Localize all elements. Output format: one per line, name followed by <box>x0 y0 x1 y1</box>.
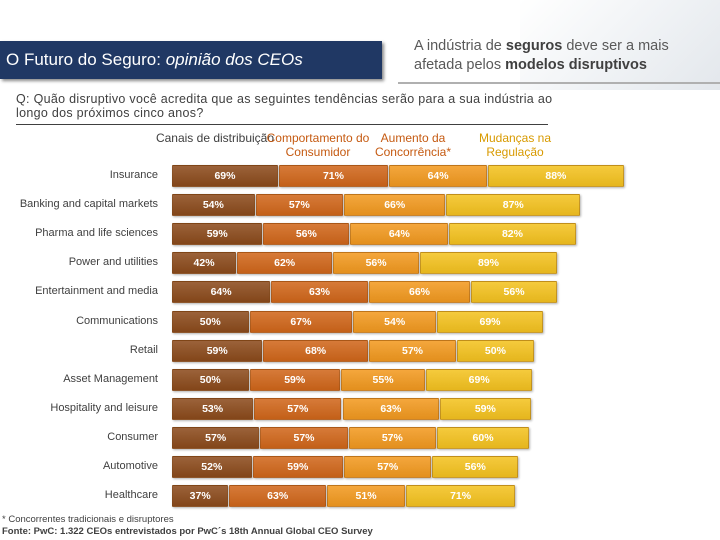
row-label: Banking and capital markets <box>19 198 158 211</box>
bar-segment: 66% <box>368 281 471 304</box>
bar-segment: 59% <box>172 223 263 246</box>
bar-segment: 69% <box>437 310 543 333</box>
bar-segment: 71% <box>278 165 388 187</box>
bar-segment: 53% <box>172 397 254 420</box>
page-title-italic: opinião dos CEOs <box>165 50 303 69</box>
row-label: Insurance <box>109 169 158 181</box>
bar-segment: 71% <box>406 485 516 508</box>
bar-segment: 69% <box>172 165 278 187</box>
bar-segment: 89% <box>420 252 557 275</box>
bar-segment: 68% <box>263 339 368 362</box>
bar-segment: 64% <box>172 281 271 304</box>
bar-segment: 56% <box>471 281 557 304</box>
column-header-2: Comportamento do Consumidor <box>266 131 370 159</box>
row-label: Entertainment and media <box>35 285 158 298</box>
bar-segment: 63% <box>342 397 440 420</box>
column-header-1: Canais de distribuição <box>155 131 275 145</box>
bar-segment: 50% <box>457 339 534 362</box>
footnote-source: Fonte: PwC: 1.322 CEOs entrevistados por… <box>2 526 373 537</box>
bar-segment: 60% <box>437 426 530 449</box>
bar-segment: 88% <box>488 165 624 187</box>
bar-segment: 57% <box>254 397 342 420</box>
corner-decoration <box>520 0 720 90</box>
row-label: Automotive <box>102 460 158 472</box>
bar-segment: 87% <box>446 194 581 217</box>
column-header-4: Mudanças na Regulação <box>478 131 552 159</box>
bar-segment: 57% <box>172 426 260 449</box>
bar-segment: 59% <box>249 368 340 391</box>
column-header-3: Aumento da Concorrência* <box>374 131 452 159</box>
row-label: Hospitality and leisure <box>50 401 158 414</box>
bar-segment: 57% <box>368 339 457 362</box>
question-underline <box>16 124 548 125</box>
headline-bold-seguros: seguros <box>505 38 563 54</box>
bar-segment: 52% <box>172 456 252 478</box>
headline-bold-modelos: modelos disruptivos <box>505 57 647 73</box>
bar-segment: 42% <box>172 252 237 275</box>
bar-segment: 82% <box>449 223 576 246</box>
bar-segment: 56% <box>333 252 419 275</box>
survey-question: Q: Quão disruptivo você acredita que as … <box>16 92 553 120</box>
row-label: Retail <box>129 343 158 356</box>
headline: A indústria de seguros deve ser a mais a… <box>414 38 669 73</box>
footnote-note: * Concorrentes tradicionais e disruptore… <box>2 514 174 525</box>
bar-segment: 57% <box>348 426 437 449</box>
row-label: Communications <box>76 314 158 327</box>
bar-segment: 57% <box>260 426 348 449</box>
bar-segment: 63% <box>271 281 368 304</box>
bar-segment: 64% <box>389 165 488 187</box>
row-label: Power and utilities <box>68 256 158 269</box>
bar-segment: 64% <box>350 223 449 246</box>
bar-segment: 67% <box>249 310 353 333</box>
bar-segment: 66% <box>344 194 446 217</box>
bar-segment: 51% <box>327 485 406 508</box>
bar-segment: 57% <box>255 194 344 217</box>
bar-segment: 59% <box>440 397 531 420</box>
row-label: Asset Management <box>63 372 158 385</box>
row-label: Pharma and life sciences <box>35 227 158 240</box>
bar-segment: 57% <box>344 456 432 478</box>
bar-segment: 50% <box>172 310 249 333</box>
title-banner: O Futuro do Seguro: opinião dos CEOs <box>0 41 382 79</box>
bar-segment: 69% <box>426 368 533 391</box>
bar-segment: 63% <box>229 485 326 508</box>
bar-segment: 56% <box>263 223 350 246</box>
header-divider <box>398 82 720 84</box>
bar-segment: 54% <box>172 194 255 217</box>
row-label: Consumer <box>107 430 158 443</box>
bar-segment: 37% <box>172 485 229 508</box>
row-label: Healthcare <box>104 489 158 502</box>
footnote: * Concorrentes tradicionais e disruptore… <box>2 514 373 538</box>
bar-segment: 54% <box>353 310 437 333</box>
bar-segment: 59% <box>172 339 263 362</box>
bar-segment: 50% <box>172 368 249 391</box>
bar-segment: 59% <box>252 456 344 478</box>
bar-segment: 56% <box>432 456 519 478</box>
bar-segment: 62% <box>237 252 333 275</box>
bar-segment: 55% <box>340 368 426 391</box>
page-title: O Futuro do Seguro: opinião dos CEOs <box>6 50 303 69</box>
